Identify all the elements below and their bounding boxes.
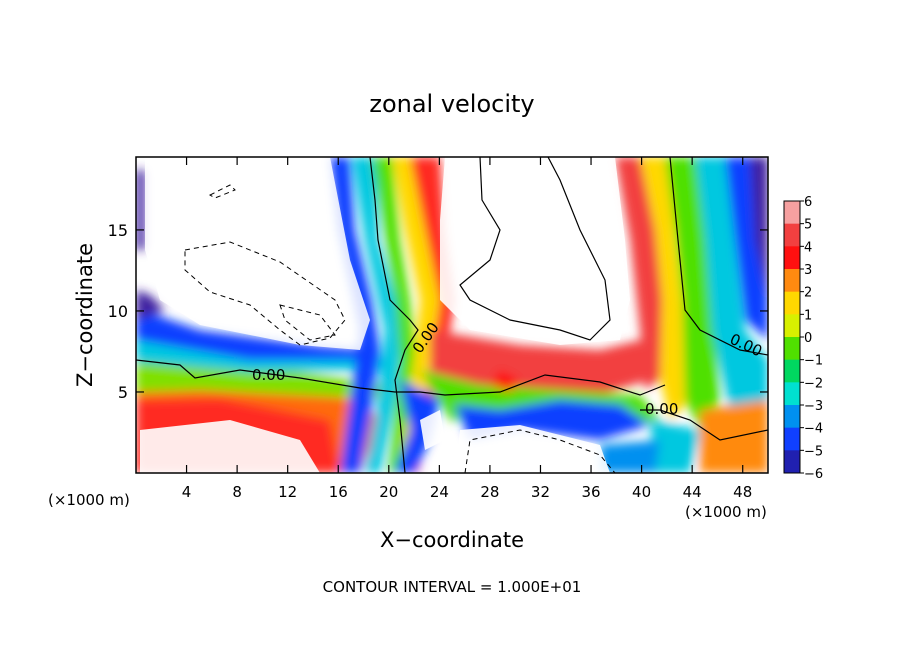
- positive-contour: [459, 157, 611, 341]
- x-tick-label: 12: [278, 483, 297, 501]
- x-tick-label: 8: [232, 483, 242, 501]
- colorbar-segment: [784, 223, 800, 247]
- colorbar-label: 3: [804, 263, 812, 278]
- colorbar-segment: [784, 405, 800, 429]
- contour-interval-note: CONTOUR INTERVAL = 1.000E+01: [323, 578, 582, 596]
- colorbar-label: −5: [804, 444, 823, 459]
- x-tick-label: 32: [531, 483, 550, 501]
- colorbar-label: −3: [804, 399, 823, 414]
- contour-label-group: 0.00 0.00 0.00 0.00: [252, 319, 765, 418]
- x-tick-label: 44: [683, 483, 702, 501]
- zero-contour-right: [669, 157, 768, 356]
- colorbar-segment: [784, 291, 800, 315]
- x-tick-label: 20: [379, 483, 398, 501]
- colorbar-label: −1: [804, 354, 823, 369]
- colorbar-label: 4: [804, 240, 812, 255]
- zero-contour-jet: [369, 157, 419, 473]
- x-tick-label: 48: [733, 483, 752, 501]
- zero-contour-left: [136, 359, 666, 396]
- y-tick-label: 5: [118, 383, 128, 402]
- colorbar-segment: [784, 337, 800, 361]
- x-tick-label: 16: [329, 483, 348, 501]
- colorbar: 6 5 4 3 2 1 0 −1 −2 −3 −4 −5 −6: [783, 195, 823, 482]
- x-tick-label: 24: [430, 483, 449, 501]
- contour-label-4: 0.00: [645, 400, 678, 418]
- x-tick-label: 28: [480, 483, 499, 501]
- contour-lines: [136, 157, 768, 473]
- heatmap-field: [136, 157, 768, 473]
- colorbar-label: 1: [804, 308, 812, 323]
- x-unit-label-right: (×1000 m): [685, 503, 767, 521]
- colorbar-segment: [784, 269, 800, 293]
- colorbar-label: −2: [804, 376, 823, 391]
- x-tick-label: 40: [632, 483, 651, 501]
- colorbar-label: 6: [804, 195, 812, 210]
- y-tick-label: 10: [108, 302, 128, 321]
- colorbar-segment: [784, 427, 800, 451]
- colorbar-segment: [784, 382, 800, 406]
- colorbar-label: −6: [804, 467, 823, 482]
- colorbar-label: 0: [804, 331, 812, 346]
- y-axis-ticks: 5 10 15: [108, 221, 768, 402]
- colorbar-label: −4: [804, 422, 823, 437]
- x-axis-ticks: 4 8 12 16 20 24 28 32 36 40 44 48: [182, 157, 752, 501]
- colorbar-segment: [784, 359, 800, 383]
- colorbar-segment: [784, 246, 800, 270]
- contour-label-1: 0.00: [252, 366, 285, 384]
- dashed-contour-lines: [184, 184, 616, 473]
- plot-frame: [135, 156, 769, 474]
- colorbar-segment: [784, 314, 800, 338]
- y-axis-label: Z−coordinate: [73, 243, 97, 387]
- colorbar-label: 2: [804, 286, 812, 301]
- y-tick-label: 15: [108, 221, 128, 240]
- colorbar-segment: [784, 201, 800, 225]
- x-unit-label-left: (×1000 m): [48, 491, 130, 509]
- chart-title: zonal velocity: [369, 90, 534, 118]
- x-tick-label: 36: [581, 483, 600, 501]
- colorbar-segment: [784, 450, 800, 474]
- colorbar-label: 5: [804, 218, 812, 233]
- zero-contour-lower: [640, 409, 768, 441]
- x-tick-label: 4: [182, 483, 192, 501]
- x-axis-label: X−coordinate: [380, 528, 524, 552]
